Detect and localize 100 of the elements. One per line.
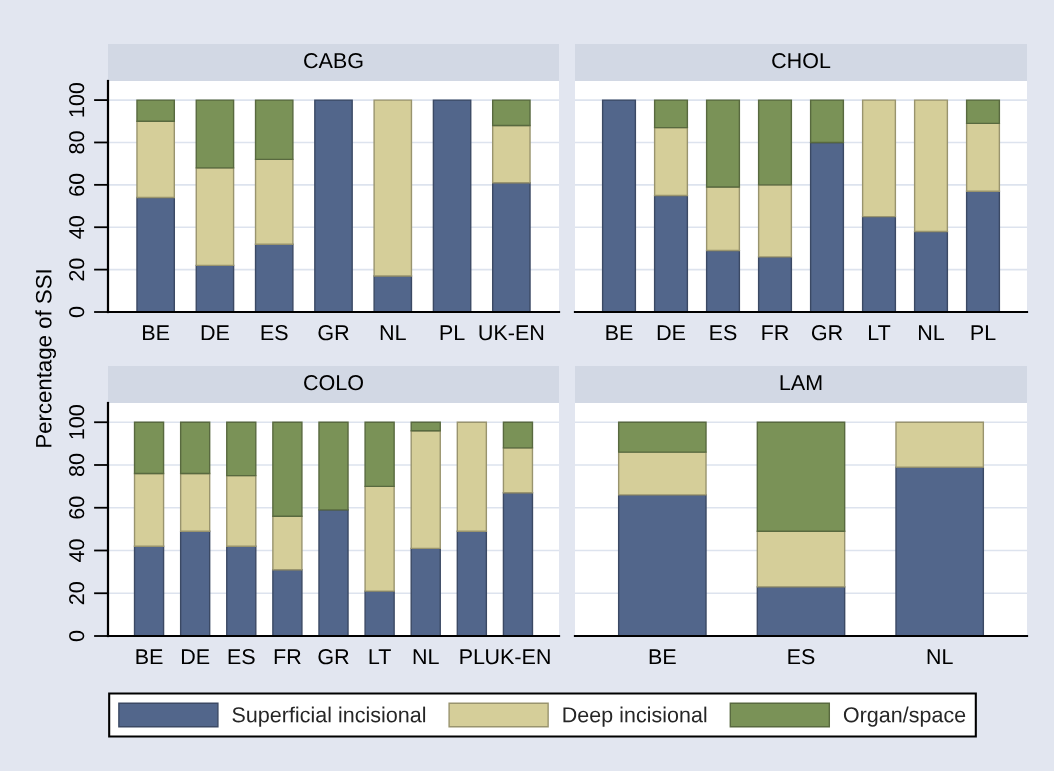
- x-tick-label: BE: [649, 649, 676, 665]
- bar: [965, 190, 1001, 312]
- y-tick-label: 20: [69, 582, 85, 605]
- bar: [617, 421, 707, 453]
- bar: [195, 167, 235, 267]
- bar: [314, 99, 353, 312]
- bar: [756, 530, 846, 588]
- x-tick-label: FR: [762, 325, 789, 341]
- bar: [432, 99, 472, 312]
- bar: [133, 545, 165, 636]
- bar: [254, 99, 294, 161]
- bar: [705, 249, 741, 312]
- x-tick-label: DE: [657, 325, 686, 341]
- bar: [895, 466, 985, 636]
- bar: [179, 472, 211, 532]
- bar: [913, 99, 949, 233]
- bar: [502, 421, 534, 449]
- x-tick-label: FR: [274, 649, 301, 665]
- bar: [895, 421, 985, 468]
- x-tick-label: GR: [318, 649, 349, 665]
- chart-title: CHOL: [772, 53, 831, 69]
- legend-label: Deep incisional: [563, 706, 707, 727]
- bar: [373, 99, 413, 277]
- x-tick-label: BE: [606, 325, 633, 341]
- bar: [913, 230, 949, 312]
- x-tick-label: LT: [369, 649, 391, 665]
- bar: [965, 99, 1001, 125]
- y-tick-label: 60: [69, 496, 85, 519]
- x-tick-label: ES: [788, 649, 815, 665]
- bar: [195, 264, 235, 312]
- bar: [133, 421, 165, 475]
- y-axis-title: Percentage of SSI: [35, 270, 56, 447]
- bar: [809, 141, 845, 312]
- bar: [756, 421, 846, 532]
- bar: [364, 485, 395, 592]
- bar: [617, 451, 707, 496]
- chart-title: LAM: [780, 375, 822, 391]
- bar: [653, 194, 689, 312]
- bar: [410, 421, 441, 432]
- bar: [705, 99, 741, 188]
- y-tick-label: 100: [69, 82, 85, 117]
- bar: [456, 530, 488, 636]
- bar: [809, 99, 845, 144]
- chart-title: COLO: [304, 375, 363, 391]
- y-tick-label: 80: [69, 131, 85, 154]
- x-tick-label: UK-EN: [486, 649, 550, 665]
- x-tick-label: ES: [228, 649, 255, 665]
- x-tick-label: BE: [143, 325, 170, 341]
- bar: [491, 124, 531, 184]
- bar: [456, 421, 488, 532]
- x-tick-label: UK-EN: [479, 325, 544, 341]
- x-tick-label: PL: [440, 325, 465, 341]
- bar: [502, 492, 534, 636]
- bar: [254, 158, 294, 245]
- bar: [226, 474, 257, 547]
- x-tick-label: NL: [413, 649, 439, 665]
- y-tick-label: 0: [69, 630, 85, 642]
- x-tick-label: LT: [869, 325, 891, 341]
- x-tick-label: DE: [201, 325, 229, 341]
- y-tick-label: 40: [69, 539, 85, 562]
- bar: [502, 447, 534, 494]
- x-tick-label: NL: [927, 649, 953, 665]
- y-tick-label: 40: [69, 216, 85, 239]
- bar: [272, 515, 303, 571]
- bar: [653, 99, 689, 129]
- y-tick-label: 20: [69, 258, 85, 281]
- x-tick-label: NL: [380, 325, 406, 341]
- bar: [136, 120, 176, 199]
- x-tick-label: GR: [318, 325, 349, 341]
- bar: [318, 509, 349, 636]
- bar: [195, 99, 235, 169]
- chart-title: CABG: [304, 53, 363, 69]
- bar: [965, 122, 1001, 192]
- x-tick-label: BE: [136, 649, 163, 665]
- y-tick-label: 80: [69, 453, 85, 477]
- bar: [364, 421, 395, 488]
- bar: [617, 494, 707, 636]
- x-tick-label: PL: [460, 649, 485, 665]
- x-tick-label: ES: [710, 325, 737, 341]
- bar: [757, 99, 793, 186]
- x-tick-label: GR: [811, 325, 843, 341]
- y-tick-label: 0: [69, 306, 85, 318]
- bar: [226, 421, 257, 477]
- bar: [179, 530, 211, 636]
- bar: [653, 126, 689, 197]
- bar: [757, 184, 793, 258]
- x-tick-label: PL: [971, 325, 996, 341]
- y-tick-label: 100: [69, 405, 85, 439]
- bar: [136, 196, 176, 312]
- bar: [272, 421, 303, 517]
- bar: [179, 421, 211, 475]
- bar: [136, 99, 176, 122]
- bar: [133, 472, 165, 547]
- bar: [364, 590, 395, 636]
- bar: [410, 547, 441, 636]
- bar: [226, 545, 257, 636]
- bar: [756, 586, 846, 636]
- bar: [861, 215, 897, 312]
- legend-label: Organ/space: [843, 706, 966, 727]
- bar: [757, 256, 793, 312]
